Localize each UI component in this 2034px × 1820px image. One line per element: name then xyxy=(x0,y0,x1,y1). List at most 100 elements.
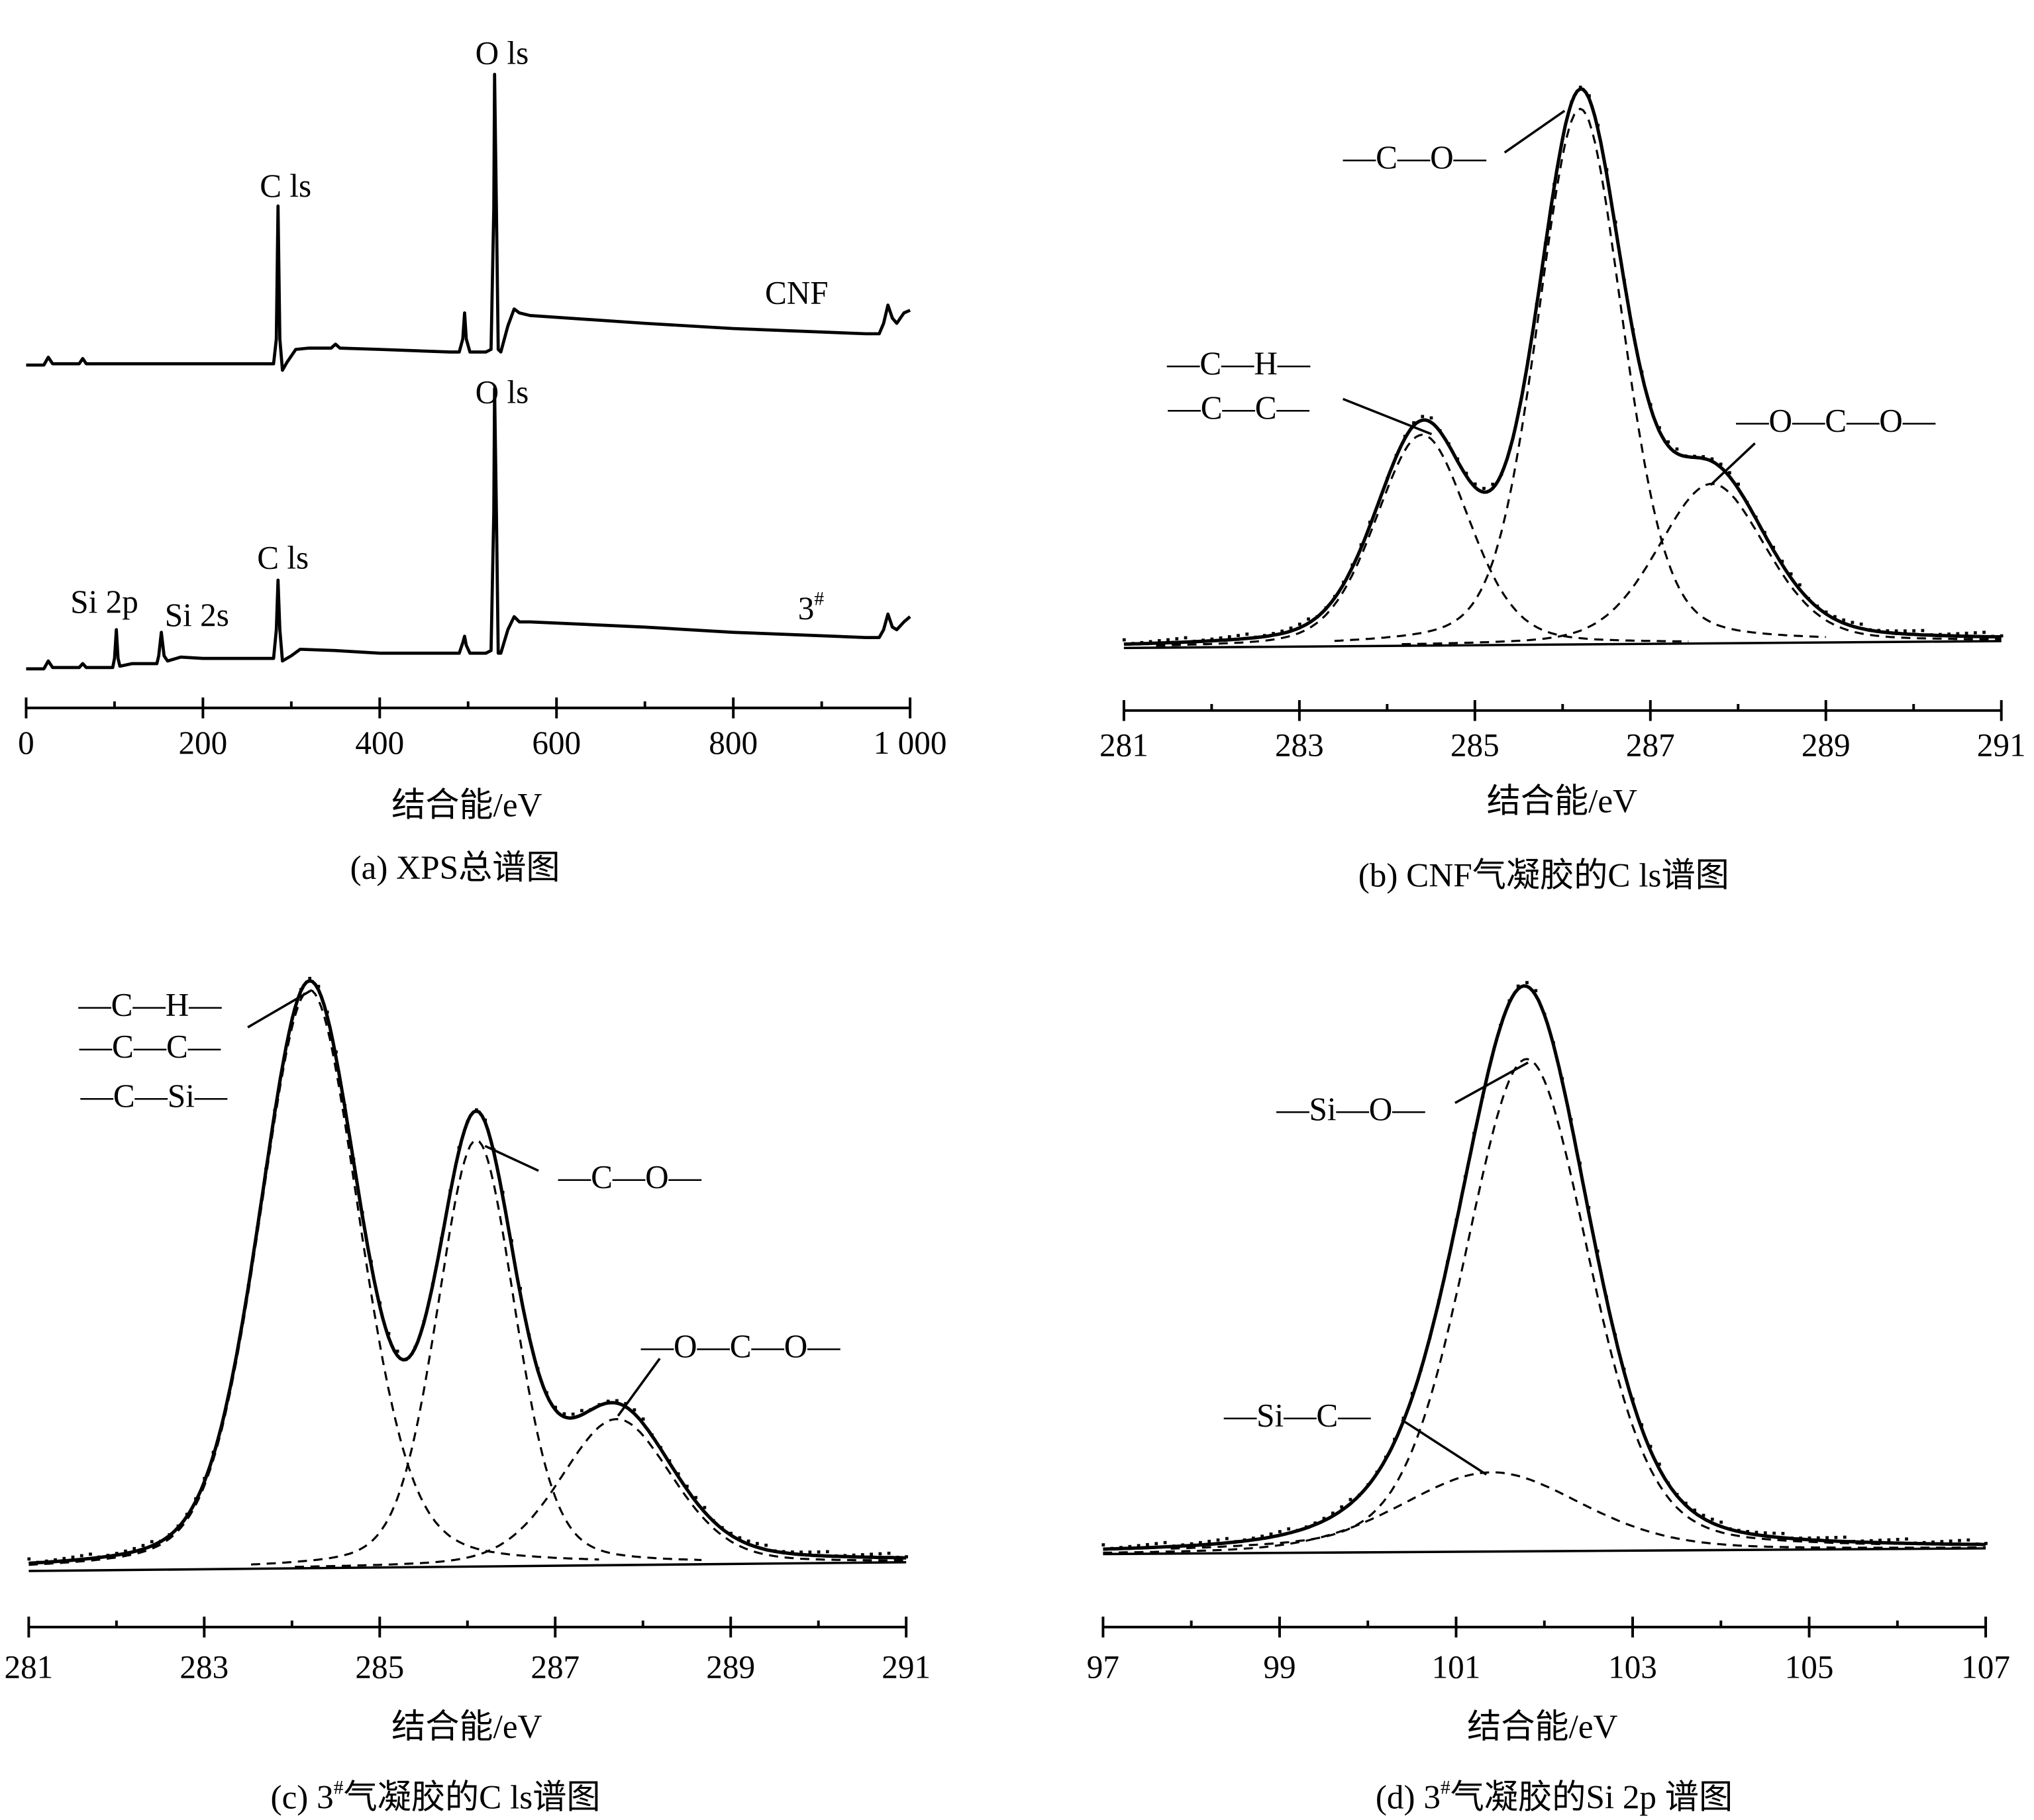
raw-data-point xyxy=(510,1239,513,1242)
raw-data-point xyxy=(1693,454,1696,458)
raw-data-point xyxy=(1807,1536,1811,1540)
raw-data-point xyxy=(519,1287,523,1290)
raw-data-point xyxy=(721,1526,724,1529)
raw-data-point xyxy=(1481,1094,1485,1098)
annotation-o-c-o: —O—C—O— xyxy=(640,1328,840,1364)
x-tick-label: 107 xyxy=(1961,1648,2010,1685)
raw-data-point xyxy=(1588,94,1591,98)
leader-line xyxy=(1342,397,1433,436)
raw-data-point xyxy=(1175,637,1179,640)
raw-data-point xyxy=(1307,617,1310,621)
raw-data-point xyxy=(1824,610,1828,614)
fit-component xyxy=(1156,433,1689,647)
raw-data-point xyxy=(1184,636,1188,640)
raw-data-point xyxy=(1982,631,1986,634)
fit-envelope xyxy=(28,979,907,1565)
raw-data-point xyxy=(1763,531,1766,534)
background-line xyxy=(1123,640,2002,650)
raw-data-point xyxy=(1869,1539,1873,1542)
raw-data-point xyxy=(422,1320,426,1324)
raw-data-point xyxy=(1728,471,1731,475)
raw-data-point xyxy=(1913,1541,1917,1545)
raw-data-point xyxy=(1181,1543,1185,1547)
raw-data-point xyxy=(1666,440,1670,444)
raw-data-point xyxy=(843,1554,847,1558)
raw-data-point xyxy=(1905,1537,1908,1541)
background-line xyxy=(28,1561,907,1572)
raw-data-point xyxy=(176,1524,180,1528)
x-tick-label: 800 xyxy=(709,725,758,761)
annotation-si2s: Si 2s xyxy=(165,597,229,633)
raw-data-point xyxy=(1860,1539,1864,1543)
x-axis-label: 结合能/eV xyxy=(391,1708,542,1746)
x-tick-label: 400 xyxy=(355,725,404,761)
raw-data-point xyxy=(2000,634,2004,638)
spectrum-3 xyxy=(26,387,911,671)
raw-data-point xyxy=(1940,1540,1944,1544)
raw-data-point xyxy=(124,1549,127,1553)
raw-data-point xyxy=(1798,583,1802,587)
raw-data-point xyxy=(36,1560,40,1564)
raw-data-point xyxy=(1491,482,1495,486)
raw-data-point xyxy=(1754,1531,1758,1535)
raw-data-point xyxy=(799,1550,803,1554)
raw-data-point xyxy=(1842,618,1845,622)
series-label-3: 3# xyxy=(798,588,825,627)
raw-data-point xyxy=(150,1540,154,1544)
raw-data-point xyxy=(641,1417,645,1421)
raw-data-point xyxy=(1578,1161,1582,1165)
raw-data-point xyxy=(887,1551,891,1555)
raw-data-point xyxy=(1234,1540,1238,1544)
raw-data-point xyxy=(317,984,321,988)
raw-data-point xyxy=(1737,1529,1741,1533)
raw-data-point xyxy=(1287,1527,1291,1531)
raw-data-point xyxy=(1710,1517,1714,1521)
raw-data-point xyxy=(1684,1501,1688,1505)
raw-data-point xyxy=(1693,1508,1697,1512)
raw-data-point xyxy=(1500,472,1503,476)
raw-data-point xyxy=(1272,632,1275,635)
raw-data-point xyxy=(1140,640,1144,644)
raw-data-point xyxy=(878,1552,882,1556)
leader-line xyxy=(1401,1419,1488,1476)
raw-data-point xyxy=(1816,1536,1820,1540)
raw-data-point xyxy=(1534,989,1538,993)
raw-data-point xyxy=(825,1550,829,1554)
fit-component xyxy=(1334,107,1826,642)
annotation-c-si: —C—Si— xyxy=(80,1078,228,1114)
raw-data-point xyxy=(246,1284,250,1288)
raw-data-point xyxy=(589,1408,593,1412)
annotation-3-c1s: C ls xyxy=(257,539,309,576)
raw-data-point xyxy=(1507,999,1511,1003)
raw-data-point xyxy=(738,1536,742,1540)
x-tick-label: 283 xyxy=(179,1648,229,1685)
raw-data-point xyxy=(395,1349,399,1353)
raw-data-point xyxy=(870,1552,873,1556)
raw-data-point xyxy=(1719,462,1723,466)
raw-data-point xyxy=(790,1550,794,1554)
raw-data-point xyxy=(1357,1493,1361,1497)
raw-data-point xyxy=(1359,543,1363,546)
raw-data-point xyxy=(1438,429,1442,432)
raw-data-point xyxy=(448,1189,452,1193)
raw-data-point xyxy=(1921,629,1925,632)
raw-data-point xyxy=(554,1405,558,1409)
raw-data-point xyxy=(1315,615,1319,619)
raw-data-point xyxy=(562,1412,566,1416)
leader-line xyxy=(1709,442,1756,486)
raw-data-point xyxy=(1394,454,1398,458)
fit-component xyxy=(1170,1058,1883,1550)
raw-data-point xyxy=(597,1403,601,1407)
raw-data-point xyxy=(378,1301,382,1305)
x-tick-label: 289 xyxy=(1802,727,1851,764)
raw-data-point xyxy=(1199,1541,1202,1544)
raw-data-point xyxy=(1454,1218,1458,1222)
raw-data-point xyxy=(668,1459,672,1463)
raw-data-point xyxy=(1631,1397,1635,1401)
raw-data-point xyxy=(1119,1546,1123,1549)
leader-line xyxy=(247,989,311,1029)
raw-data-point xyxy=(492,1148,496,1152)
raw-data-point xyxy=(686,1484,689,1488)
raw-data-point xyxy=(1296,1529,1299,1533)
